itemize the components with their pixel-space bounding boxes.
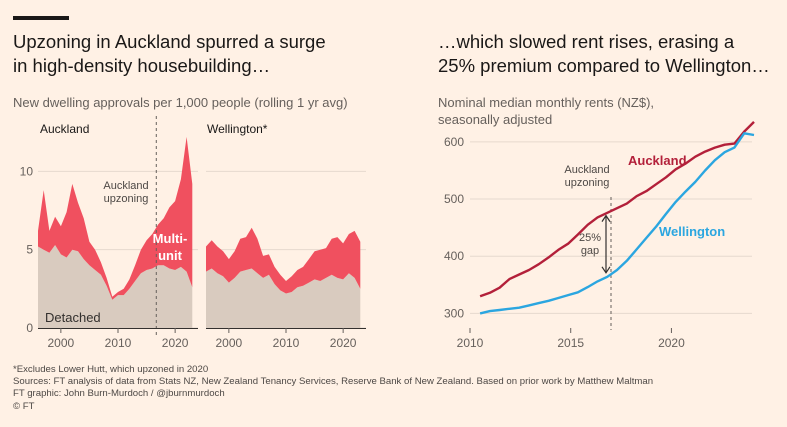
left-title-line2: in high-density housebuilding… xyxy=(13,55,271,76)
gap-label-line2: gap xyxy=(581,245,599,257)
rent-x-tick-label-2015: 2015 xyxy=(557,336,584,350)
right-title-line1: …which slowed rent rises, erasing a xyxy=(438,31,735,52)
footer: *Excludes Lower Hutt, which upzoned in 2… xyxy=(13,364,653,413)
auckland-panel-label: Auckland xyxy=(40,122,89,136)
y-tick-label-0: 0 xyxy=(26,321,33,335)
footnote: *Excludes Lower Hutt, which upzoned in 2… xyxy=(13,364,209,375)
gap-arrow xyxy=(601,214,611,274)
wellington-panel-label: Wellington* xyxy=(207,122,268,136)
sources: Sources: FT analysis of data from Stats … xyxy=(13,376,654,388)
rent-y-tick-label-300: 300 xyxy=(444,306,464,320)
rent-x-tick-label-2020: 2020 xyxy=(658,336,685,350)
left-upzoning-label-line2: upzoning xyxy=(104,193,149,205)
copyright: © FT xyxy=(13,400,35,412)
gap-arrow-head-top xyxy=(601,214,611,222)
multi-unit-label-line1: Multi- xyxy=(153,231,188,246)
right-title: …which slowed rent rises, erasing a 25% … xyxy=(438,30,770,78)
auckland-multi-unit-area xyxy=(38,136,193,300)
multi-unit-label-line2: unit xyxy=(158,248,182,263)
x-tick-label-2010: 2010 xyxy=(273,336,300,350)
left-upzoning-label-line1: Auckland xyxy=(103,180,148,192)
right-subtitle-line2: seasonally adjusted xyxy=(438,112,553,127)
rent-y-tick-label-600: 600 xyxy=(444,135,464,149)
graphic-credit: FT graphic: John Burn-Murdoch / @jburnmu… xyxy=(13,388,225,400)
wellington-series-label: Wellington xyxy=(659,224,725,239)
x-tick-label-2000: 2000 xyxy=(48,336,75,350)
right-upzoning-label-line2: upzoning xyxy=(565,177,610,189)
gap-label-line1: 25% xyxy=(579,232,601,244)
right-chart-subtitle: Nominal median monthly rents (NZ$), seas… xyxy=(438,94,654,128)
wellington-axis-ticks: 2000 2010 2020 xyxy=(206,328,366,350)
right-title-line2: 25% premium compared to Wellington… xyxy=(438,55,770,76)
y-tick-label-5: 5 xyxy=(26,243,33,257)
rent-y-tick-label-400: 400 xyxy=(444,249,464,263)
auckland-axis-ticks: 2000 2010 2020 0 5 10 xyxy=(20,164,198,350)
left-chart-subtitle: New dwelling approvals per 1,000 people … xyxy=(13,95,348,110)
auckland-detached-area xyxy=(38,245,193,328)
right-subtitle-line1: Nominal median monthly rents (NZ$), xyxy=(438,95,655,110)
y-tick-label-10: 10 xyxy=(20,164,34,178)
detached-label: Detached xyxy=(45,310,101,325)
wellington-rent-line xyxy=(479,132,755,315)
wellington-multi-unit-area xyxy=(206,227,361,294)
rent-y-tick-label-500: 500 xyxy=(444,192,464,206)
ft-top-bar xyxy=(13,16,69,20)
left-title-line1: Upzoning in Auckland spurred a surge xyxy=(13,31,326,52)
x-tick-label-2020: 2020 xyxy=(162,336,189,350)
right-upzoning-label-line1: Auckland xyxy=(564,164,609,176)
wellington-detached-area xyxy=(206,268,361,328)
x-tick-label-2000: 2000 xyxy=(216,336,243,350)
x-tick-label-2010: 2010 xyxy=(105,336,132,350)
gap-arrow-head-bottom xyxy=(601,266,611,274)
auckland-series-label: Auckland xyxy=(628,153,687,168)
auckland-rent-line xyxy=(479,121,755,298)
rent-x-tick-label-2010: 2010 xyxy=(457,336,484,350)
rents-axis-ticks: 300 400 500 600 2010 2015 2020 xyxy=(444,135,685,350)
x-tick-label-2020: 2020 xyxy=(330,336,357,350)
left-title: Upzoning in Auckland spurred a surge in … xyxy=(13,30,326,78)
